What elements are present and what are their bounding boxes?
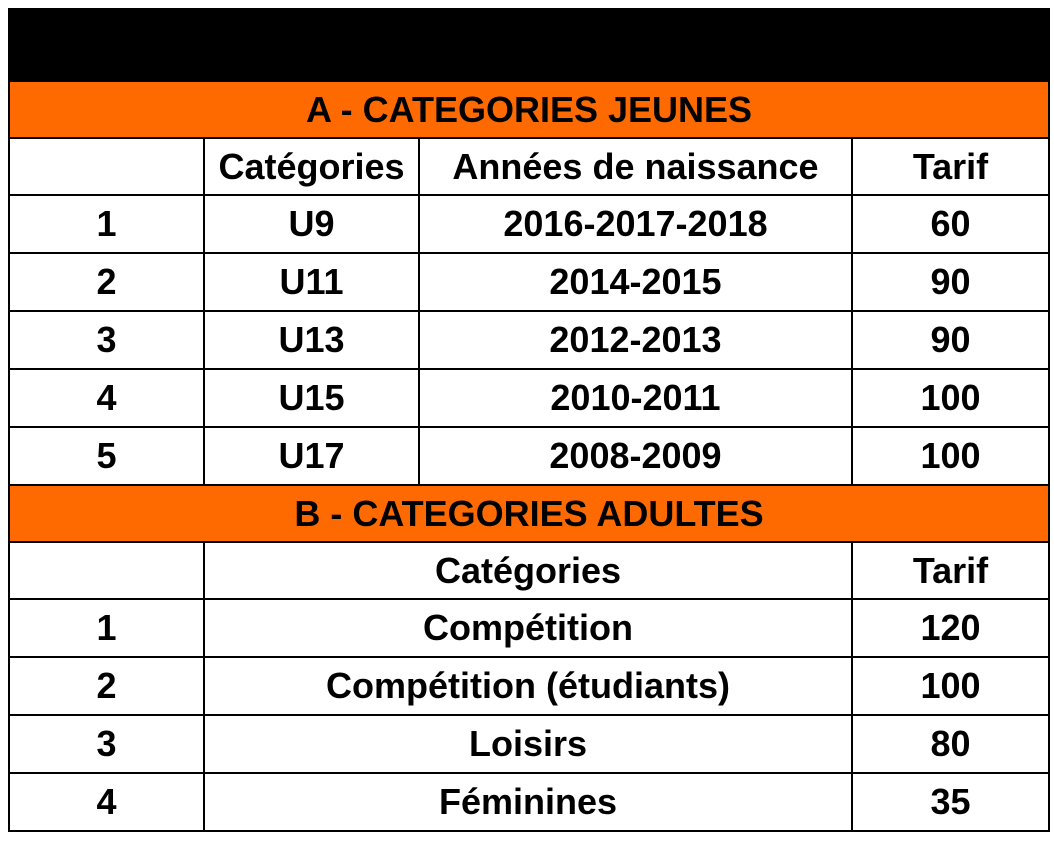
row-category: U17	[203, 426, 420, 486]
row-category: U15	[203, 368, 420, 428]
row-tarif: 90	[851, 252, 1050, 312]
row-tarif: 60	[851, 194, 1050, 254]
row-tarif: 90	[851, 310, 1050, 370]
row-tarif: 35	[851, 772, 1050, 832]
licences-sheet: LICENCES 2024-2025 A - CATEGORIES JEUNES…	[8, 8, 1050, 858]
licences-table: LICENCES 2024-2025 A - CATEGORIES JEUNES…	[8, 8, 1050, 832]
row-category: Loisirs	[203, 714, 853, 774]
header-years: Années de naissance	[418, 137, 853, 196]
table-row: 2 U11 2014-2015 90	[8, 252, 1050, 312]
row-number: 4	[8, 772, 205, 832]
section-jeunes-heading: A - CATEGORIES JEUNES	[8, 80, 1050, 139]
header-category: Catégories	[203, 541, 853, 600]
table-row: 5 U17 2008-2009 100	[8, 426, 1050, 486]
row-years: 2008-2009	[418, 426, 853, 486]
row-number: 2	[8, 656, 205, 716]
table-row: 3 Loisirs 80	[8, 714, 1050, 774]
header-empty-cell	[8, 541, 205, 600]
row-category: Féminines	[203, 772, 853, 832]
row-tarif: 100	[851, 426, 1050, 486]
row-category: Compétition (étudiants)	[203, 656, 853, 716]
row-tarif: 120	[851, 598, 1050, 658]
row-number: 1	[8, 194, 205, 254]
row-number: 3	[8, 714, 205, 774]
row-tarif: 100	[851, 656, 1050, 716]
header-tarif: Tarif	[851, 137, 1050, 196]
title-row: LICENCES 2024-2025	[8, 8, 1050, 82]
header-tarif: Tarif	[851, 541, 1050, 600]
row-category: U11	[203, 252, 420, 312]
table-row: 4 Féminines 35	[8, 772, 1050, 832]
row-tarif: 80	[851, 714, 1050, 774]
jeunes-header-row: Catégories Années de naissance Tarif	[8, 137, 1050, 196]
row-years: 2012-2013	[418, 310, 853, 370]
row-years: 2014-2015	[418, 252, 853, 312]
table-row: 1 Compétition 120	[8, 598, 1050, 658]
section-adultes-heading: B - CATEGORIES ADULTES	[8, 484, 1050, 543]
table-row: 3 U13 2012-2013 90	[8, 310, 1050, 370]
section-jeunes-row: A - CATEGORIES JEUNES	[8, 80, 1050, 139]
row-category: U13	[203, 310, 420, 370]
section-adultes-row: B - CATEGORIES ADULTES	[8, 484, 1050, 543]
adultes-header-row: Catégories Tarif	[8, 541, 1050, 600]
row-years: 2016-2017-2018	[418, 194, 853, 254]
table-row: 2 Compétition (étudiants) 100	[8, 656, 1050, 716]
row-category: Compétition	[203, 598, 853, 658]
row-number: 1	[8, 598, 205, 658]
row-category: U9	[203, 194, 420, 254]
header-category: Catégories	[203, 137, 420, 196]
row-tarif: 100	[851, 368, 1050, 428]
row-number: 2	[8, 252, 205, 312]
page-title: LICENCES 2024-2025	[8, 8, 1050, 82]
row-years: 2010-2011	[418, 368, 853, 428]
row-number: 5	[8, 426, 205, 486]
row-number: 3	[8, 310, 205, 370]
table-row: 1 U9 2016-2017-2018 60	[8, 194, 1050, 254]
table-row: 4 U15 2010-2011 100	[8, 368, 1050, 428]
row-number: 4	[8, 368, 205, 428]
header-empty-cell	[8, 137, 205, 196]
